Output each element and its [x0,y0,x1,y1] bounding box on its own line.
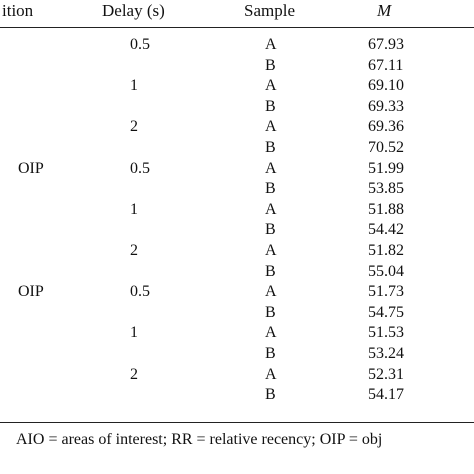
delay-cell: 1 [130,77,138,95]
sample-cell: B [265,345,276,362]
delay-cell: 2 [130,118,138,136]
sample-cell: B [265,221,276,239]
m-value-cell: 52.31 [368,365,404,383]
table-bottom-rule [0,422,474,423]
m-value-cell: 51.73 [368,283,404,301]
sample-cell: B [265,139,276,156]
sample-cell: A [265,118,277,136]
sample-cell: A [265,242,277,259]
m-value-cell: 69.10 [368,77,404,95]
sample-cell: A [265,77,277,95]
header-condition: ition [2,1,34,20]
m-value-cell: 54.75 [368,303,404,321]
table-footnote: AIO = areas of interest; RR = relative r… [16,431,383,448]
m-value-cell: 51.88 [368,200,404,218]
header-m: M [377,1,392,20]
sample-cell: B [265,262,276,280]
delay-cell: 2 [130,242,138,259]
delay-cell: 1 [130,324,138,342]
condition-cell: OIP [18,159,44,177]
m-value-cell: 67.11 [368,56,404,74]
delay-cell: 0.5 [130,283,150,301]
delay-cell: 0.5 [130,159,150,177]
m-value-cell: 51.82 [368,242,404,259]
m-value-cell: 70.52 [368,139,404,156]
m-value-cell: 51.53 [368,324,404,342]
m-value-cell: 69.33 [368,97,404,115]
m-value-cell: 54.17 [368,386,404,404]
sample-cell: A [265,324,277,342]
sample-cell: A [265,283,277,301]
m-value-cell: 67.93 [368,36,404,53]
table-top-rule [0,27,474,28]
m-value-cell: 54.42 [368,221,404,239]
sample-cell: B [265,386,276,404]
sample-cell: A [265,200,277,218]
sample-cell: A [265,365,277,383]
sample-cell: A [265,36,277,53]
header-sample: Sample [244,1,295,20]
delay-cell: 0.5 [130,36,150,53]
header-delay: Delay (s) [102,1,165,20]
delay-cell: 1 [130,200,138,218]
sample-cell: B [265,180,276,198]
sample-cell: A [265,159,277,177]
sample-cell: B [265,56,276,74]
delay-cell: 2 [130,365,138,383]
m-value-cell: 53.24 [368,345,404,362]
m-value-cell: 53.85 [368,180,404,198]
sample-cell: B [265,97,276,115]
m-value-cell: 69.36 [368,118,404,136]
m-value-cell: 51.99 [368,159,404,177]
condition-cell: OIP [18,283,44,301]
sample-cell: B [265,303,276,321]
m-value-cell: 55.04 [368,262,404,280]
